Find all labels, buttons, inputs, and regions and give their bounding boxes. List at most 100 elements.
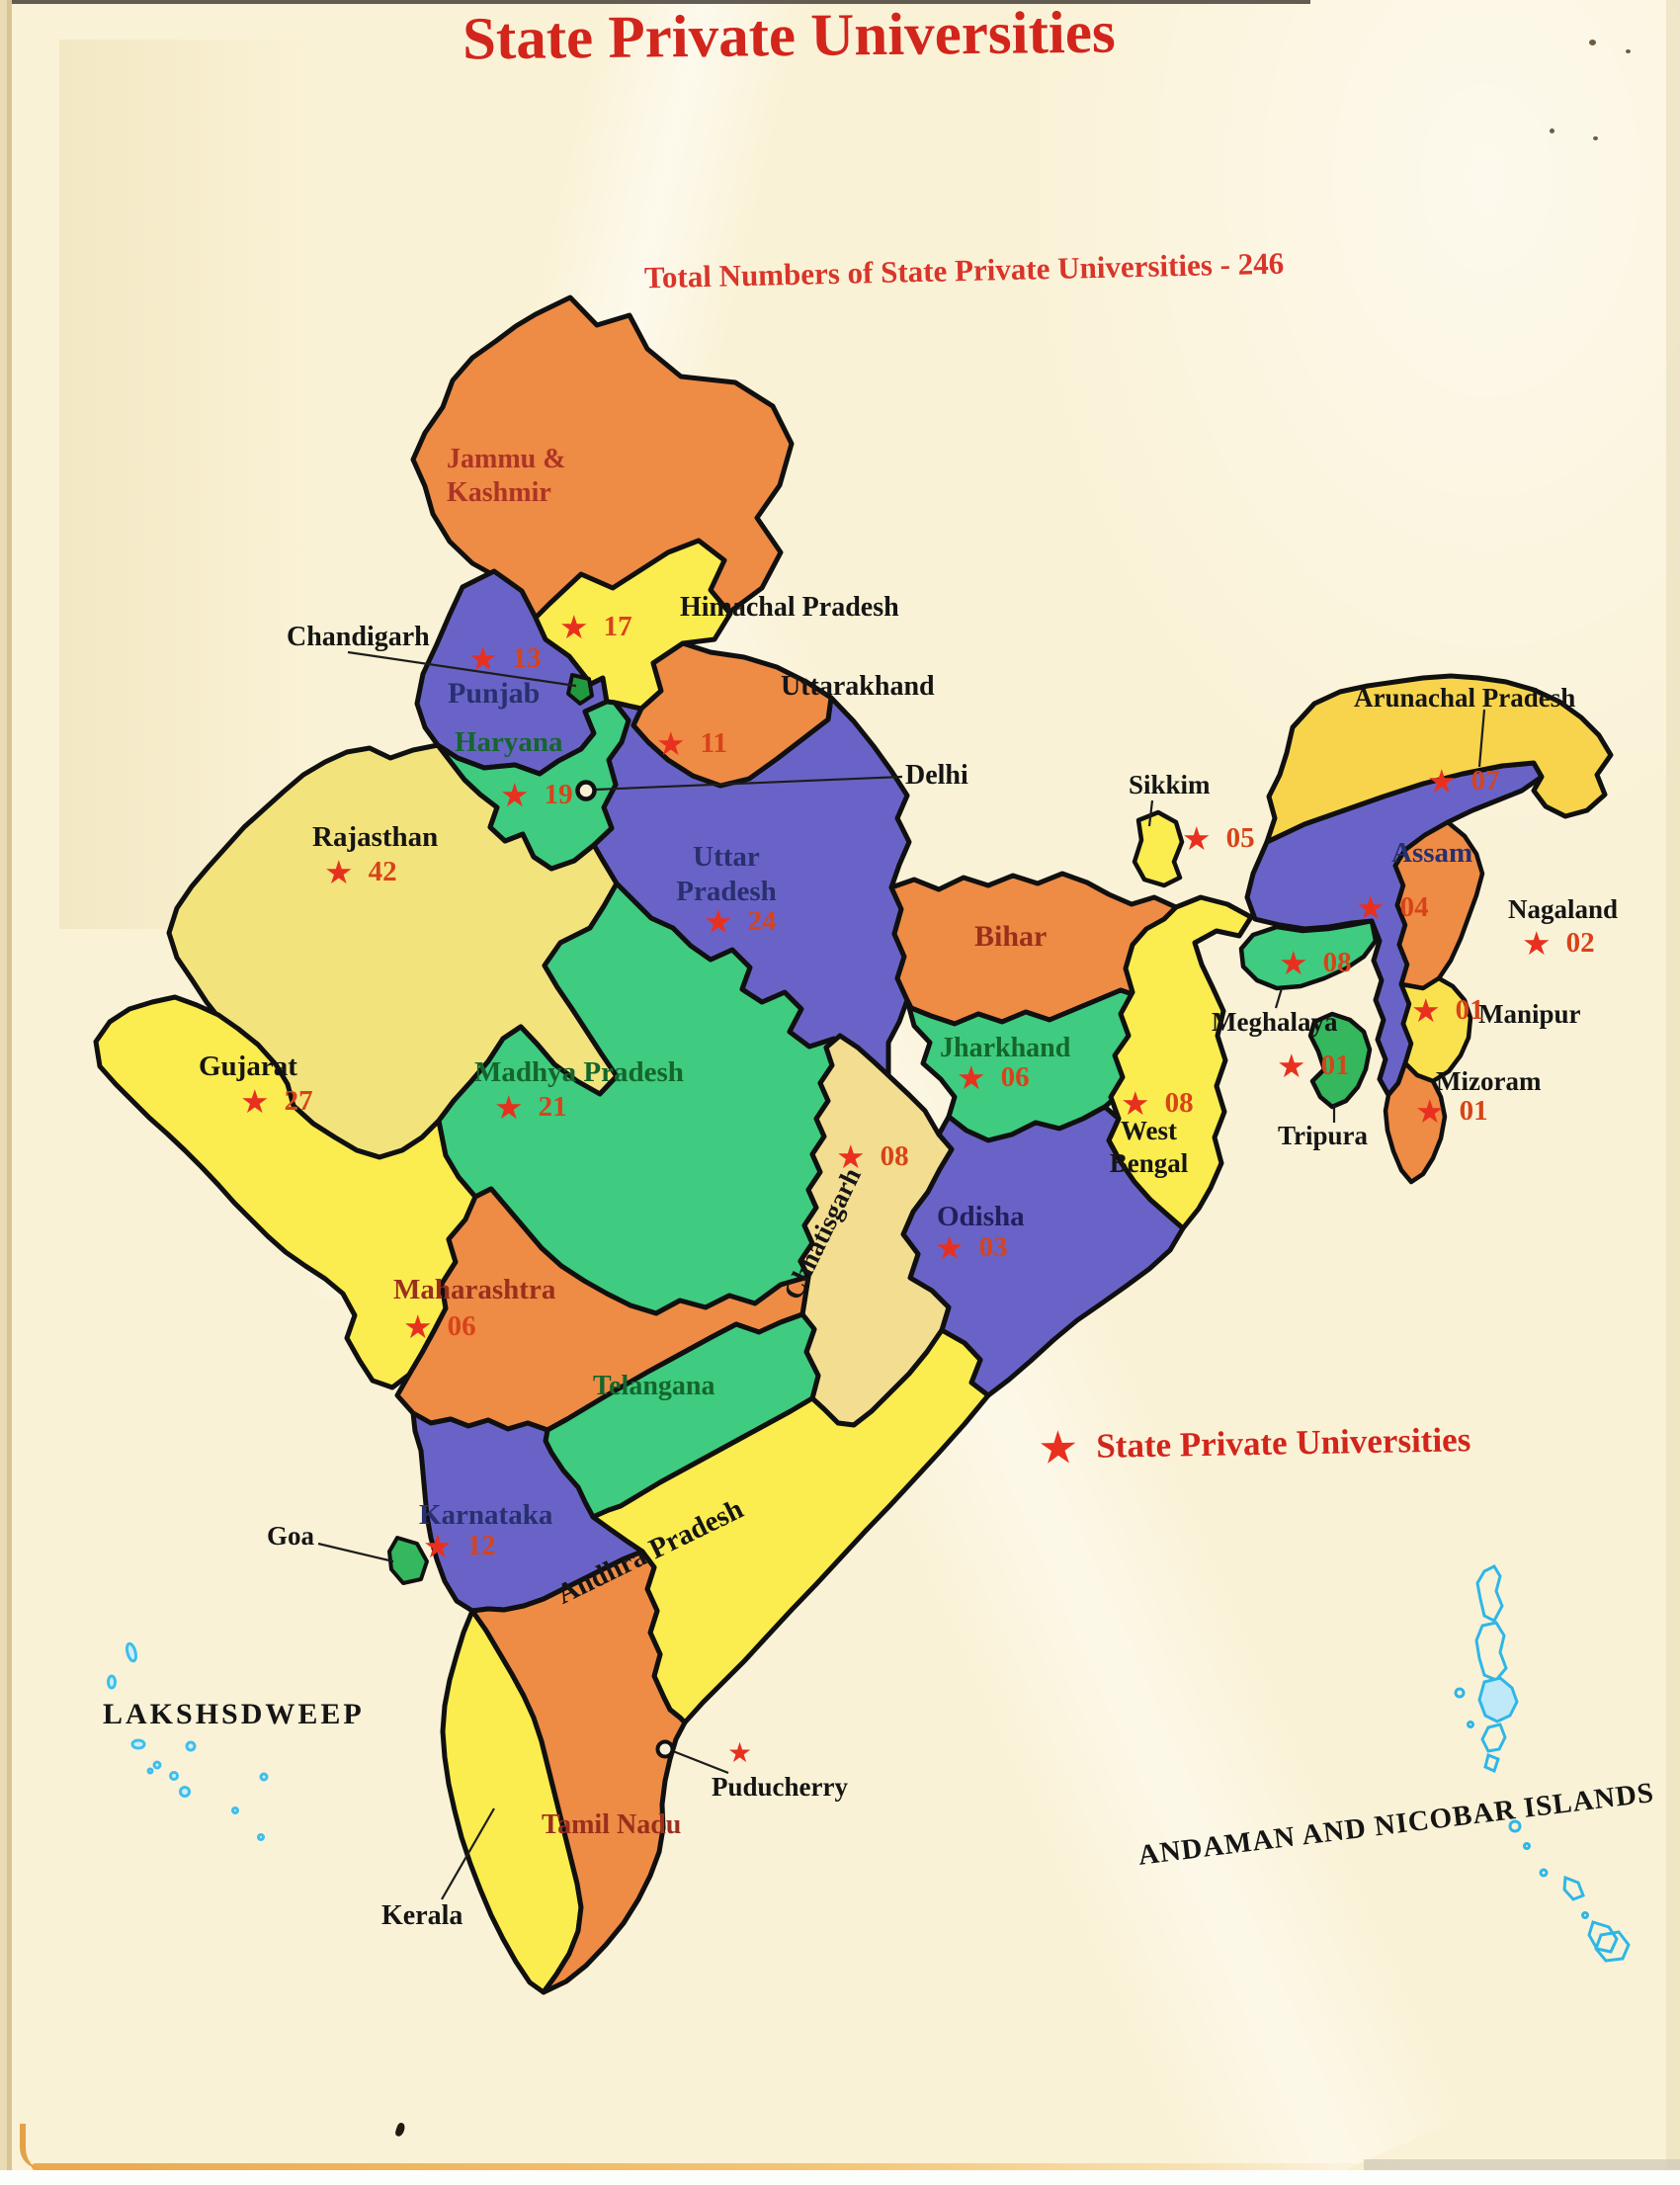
island-shape — [1587, 1920, 1619, 1954]
tamil-nadu-label: Tamil Nadu — [542, 1809, 682, 1840]
meghalaya-pointer-line — [1274, 987, 1284, 1009]
island-dot — [185, 1740, 197, 1752]
page-edge-left-line — [7, 0, 12, 2185]
goa-label: Goa — [267, 1521, 315, 1551]
star-icon: ★ — [403, 1307, 433, 1346]
arunachal-pradesh-label: Arunachal Pradesh — [1354, 683, 1576, 713]
haryana-label: Haryana — [455, 726, 563, 758]
arunachal-pointer-line — [1477, 709, 1486, 768]
university-count: 01 — [1320, 1050, 1350, 1081]
scan-speck — [1593, 136, 1598, 140]
star-icon: ★ — [1121, 1084, 1150, 1123]
university-count: 21 — [538, 1091, 567, 1123]
island-dot — [125, 1641, 138, 1663]
star-icon: ★ — [468, 639, 498, 678]
star-icon: ★ — [1411, 991, 1441, 1030]
star-icon: ★ — [1279, 944, 1308, 982]
lakshadweep-islands — [107, 1641, 269, 1841]
haryana-marker: ★ 19 — [500, 779, 573, 811]
manipur-label: Manipur — [1478, 999, 1581, 1029]
island-dot — [179, 1786, 191, 1798]
island-dot — [259, 1772, 269, 1782]
island-shape — [1562, 1875, 1585, 1901]
island-dot — [1539, 1868, 1549, 1878]
university-count: 08 — [1164, 1087, 1194, 1119]
island-dot — [1508, 1819, 1522, 1833]
university-count: 19 — [544, 779, 573, 810]
university-count: 27 — [284, 1085, 313, 1117]
state-shape-arunachal-pradesh — [1264, 673, 1614, 845]
scan-speck — [1589, 40, 1596, 45]
university-count: 06 — [447, 1310, 476, 1342]
star-icon: ★ — [727, 1736, 753, 1769]
territory-shape-chandigarh — [566, 673, 594, 706]
mizoram-label: Mizoram — [1436, 1066, 1542, 1096]
delhi-pointer-line — [593, 775, 903, 792]
island-dot — [169, 1771, 179, 1781]
punjab-marker: ★ 13 — [468, 642, 542, 675]
meghalaya-label: Meghalaya — [1212, 1007, 1338, 1037]
label-line: Bengal — [1109, 1147, 1189, 1178]
telangana-label: Telangana — [593, 1371, 715, 1401]
island-dot — [1523, 1842, 1531, 1850]
university-count: 04 — [1399, 891, 1429, 923]
university-count: 03 — [978, 1231, 1008, 1263]
university-count: 13 — [512, 642, 542, 674]
star-icon: ★ — [559, 608, 589, 646]
state-shape-west-bengal — [1106, 894, 1254, 1231]
gujarat-label: Gujarat — [199, 1050, 297, 1082]
state-shape-meghalaya — [1238, 918, 1379, 991]
star-icon: ★ — [494, 1088, 524, 1127]
island-shape — [1477, 1676, 1519, 1723]
star-icon: ★ — [704, 902, 733, 941]
island-dot — [1454, 1687, 1466, 1699]
university-count: 17 — [603, 611, 632, 642]
arunachal-pradesh-marker: ★ 07 — [1427, 765, 1500, 798]
university-count: 02 — [1565, 927, 1595, 959]
goa-pointer-line — [317, 1542, 394, 1563]
puducherry-marker: ★ — [727, 1739, 752, 1767]
star-icon: ★ — [1415, 1092, 1445, 1131]
island-dot — [107, 1674, 117, 1690]
university-count: 06 — [1000, 1061, 1030, 1093]
scan-speck — [1550, 128, 1554, 133]
andaman-nicobar-islands — [1454, 1564, 1631, 1963]
star-icon: ★ — [1427, 762, 1457, 800]
chhatisgarh-marker: ★ 08 — [836, 1140, 909, 1173]
label-line: Jammu & — [447, 444, 566, 474]
island-shape — [1475, 1564, 1504, 1623]
university-count: 11 — [700, 727, 727, 759]
page-edge-top — [0, 0, 1310, 4]
island-dot — [152, 1760, 162, 1770]
island-shape — [1480, 1723, 1507, 1753]
west-bengal-marker: ★ 08 — [1121, 1087, 1194, 1120]
maharashtra-marker: ★ 06 — [403, 1310, 476, 1343]
state-shape-goa — [387, 1536, 429, 1585]
himachal-pradesh-marker: ★ 17 — [559, 611, 632, 643]
island-shape — [1483, 1752, 1500, 1774]
island-dot — [130, 1738, 146, 1750]
scan-speck — [1626, 49, 1631, 53]
page-edge-bottom-line — [32, 2163, 1405, 2170]
chandigarh-pointer-line — [347, 650, 577, 688]
state-shape-uttarakhand — [630, 640, 834, 789]
island-dot — [1467, 1721, 1474, 1728]
west-bengal-label: West Bengal — [1087, 1115, 1211, 1180]
uttar-pradesh-marker: ★ 24 — [704, 905, 777, 938]
tripura-marker: ★ 01 — [1277, 1050, 1350, 1082]
sikkim-label: Sikkim — [1129, 770, 1211, 799]
star-icon: ★ — [1356, 888, 1386, 927]
label-line: Uttar — [693, 841, 760, 873]
madhya-pradesh-label: Madhya Pradesh — [474, 1056, 684, 1088]
university-count: 12 — [466, 1530, 496, 1561]
university-count: 08 — [880, 1140, 909, 1172]
delhi-ring-marker — [575, 780, 597, 801]
page-edge-left — [0, 0, 7, 2185]
state-shape-manipur — [1398, 975, 1473, 1084]
star-icon: ★ — [957, 1058, 986, 1097]
star-icon: ★ — [240, 1082, 270, 1121]
island-dot — [1581, 1911, 1589, 1919]
puducherry-ring-marker — [655, 1739, 675, 1759]
